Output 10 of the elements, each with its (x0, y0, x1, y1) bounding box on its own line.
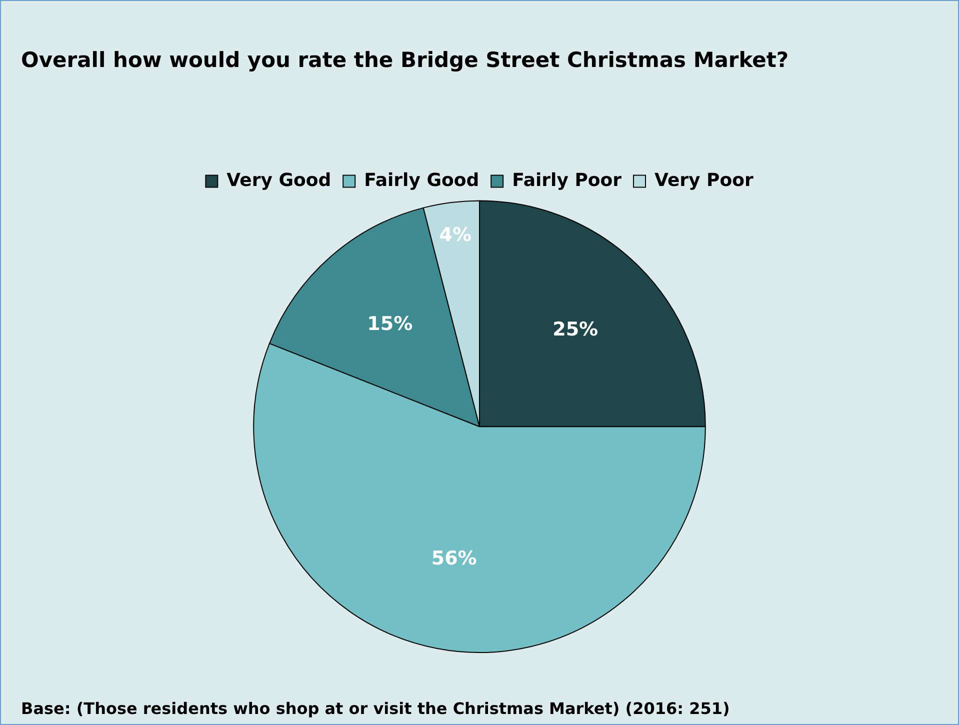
legend-label: Very Good (226, 170, 332, 191)
legend-label: Fairly Good (364, 170, 480, 191)
data-label: 25% (552, 318, 598, 341)
data-label: 56% (431, 548, 477, 570)
chart-title: Overall how would you rate the Bridge Street Christmas Market? (21, 48, 789, 72)
text: Base: (Those residents who shop at or visit the Christmas Market) (2016: 251) (21, 699, 730, 718)
data-label: 15% (367, 312, 413, 335)
legend-label: Fairly Poor (512, 170, 622, 191)
data-label: 4% (439, 224, 472, 246)
legend-label: Very Poor (654, 170, 754, 191)
